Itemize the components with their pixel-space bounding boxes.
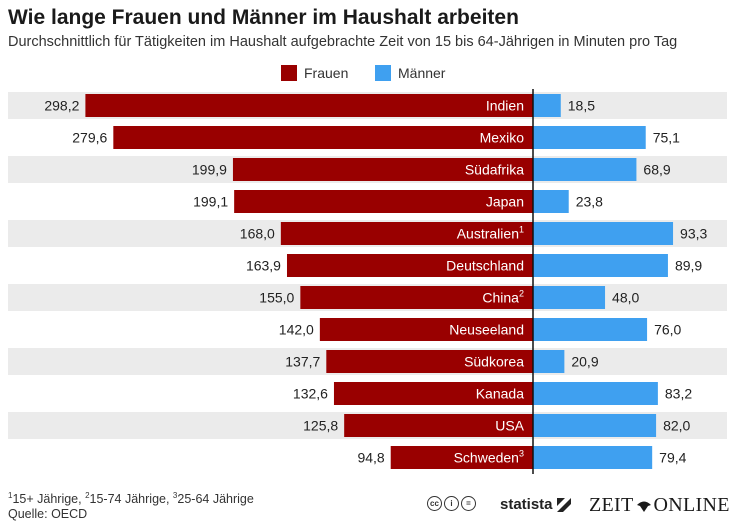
data-label-women: 163,9 [246,258,281,274]
bar-women [326,350,533,373]
category-label: Südkorea [464,354,524,370]
data-label-women: 279,6 [72,130,107,146]
category-label: Japan [486,194,524,210]
category-label: Südafrika [465,162,524,178]
category-label: Deutschland [446,258,524,274]
legend-swatch-men [375,65,391,81]
data-label-women: 137,7 [285,354,320,370]
bar-men [533,222,674,245]
bar-women [333,382,533,405]
legend-label-women: Frauen [304,65,349,81]
creative-commons-badge[interactable]: cc i = [427,496,476,511]
footnote-text-2: 15-74 Jährige, [89,492,173,507]
statista-logo[interactable]: statista [500,496,571,513]
bar-women [319,318,533,341]
category-label: Schweden3 [454,449,524,466]
data-label-men: 18,5 [568,98,595,114]
category-label: Indien [486,98,524,114]
bar-men [533,350,565,373]
cc-nd-icon: = [461,496,476,511]
data-label-women: 142,0 [279,322,314,338]
data-label-women: 199,9 [192,162,227,178]
bar-women [300,286,533,309]
data-label-men: 23,8 [576,194,603,210]
footnote-sup-1: 1 [8,491,13,500]
source-note: Quelle: OECD [8,507,88,521]
cc-icon: cc [427,496,442,511]
bar-women [85,94,534,117]
data-label-women: 155,0 [259,290,294,306]
statista-icon [556,497,571,512]
data-label-men: 83,2 [665,386,692,402]
legend-item-men: Männer [375,65,445,81]
footnote-sup-2: 2 [85,491,90,500]
data-label-women: 298,2 [44,98,79,114]
bar-men [533,446,653,469]
category-label: Australien1 [457,225,524,242]
data-label-men: 68,9 [643,162,670,178]
bar-men [533,286,606,309]
data-label-men: 48,0 [612,290,639,306]
footnote-text-1: 15+ Jährige, [12,492,86,507]
data-label-women: 94,8 [357,450,384,466]
bar-women [234,190,534,213]
data-label-women: 125,8 [303,418,338,434]
bar-men [533,158,637,181]
zeit-wordmark-left: ZEIT [589,494,634,516]
legend: Frauen Männer [0,65,735,85]
data-label-women: 168,0 [240,226,275,242]
chart-subtitle: Durchschnittlich für Tätigkeiten im Haus… [8,34,678,50]
data-label-men: 20,9 [571,354,598,370]
category-label: China2 [482,289,524,306]
category-label: USA [495,418,524,434]
category-label: Mexiko [480,130,525,146]
bar-women [286,254,533,277]
legend-item-women: Frauen [281,65,348,81]
bar-women [344,414,533,437]
category-label: Kanada [476,386,524,402]
bar-men [533,318,648,341]
cc-by-icon: i [444,496,459,511]
statista-wordmark: statista [500,496,553,513]
bar-women [113,126,533,149]
legend-label-men: Männer [398,65,446,81]
zeit-wordmark-right: ONLINE [653,494,730,516]
legend-swatch-women [281,65,297,81]
bar-men [533,254,668,277]
bar-men [533,190,569,213]
footnote: 115+ Jährige, 215-74 Jährige, 325-64 Jäh… [8,491,254,506]
data-label-men: 76,0 [654,322,681,338]
data-label-men: 93,3 [680,226,707,242]
data-label-men: 82,0 [663,418,690,434]
bar-men [533,414,657,437]
category-label: Neuseeland [449,322,524,338]
footnote-sup-3: 3 [172,491,178,500]
data-label-women: 199,1 [193,194,228,210]
chart-title: Wie lange Frauen und Männer im Haushalt … [8,6,519,29]
data-label-women: 132,6 [293,386,328,402]
zeit-online-logo[interactable]: ZEIT ONLINE [589,494,730,517]
footnote-text-3: 25-64 Jährige [177,492,254,507]
data-label-men: 89,9 [675,258,702,274]
bar-men [533,126,646,149]
data-label-men: 79,4 [659,450,686,466]
bar-men [533,382,658,405]
bar-women [390,446,533,469]
bar-women [232,158,533,181]
bar-men [533,94,561,117]
zeit-eagle-icon [636,501,651,512]
bar-women [280,222,533,245]
data-label-men: 75,1 [653,130,680,146]
